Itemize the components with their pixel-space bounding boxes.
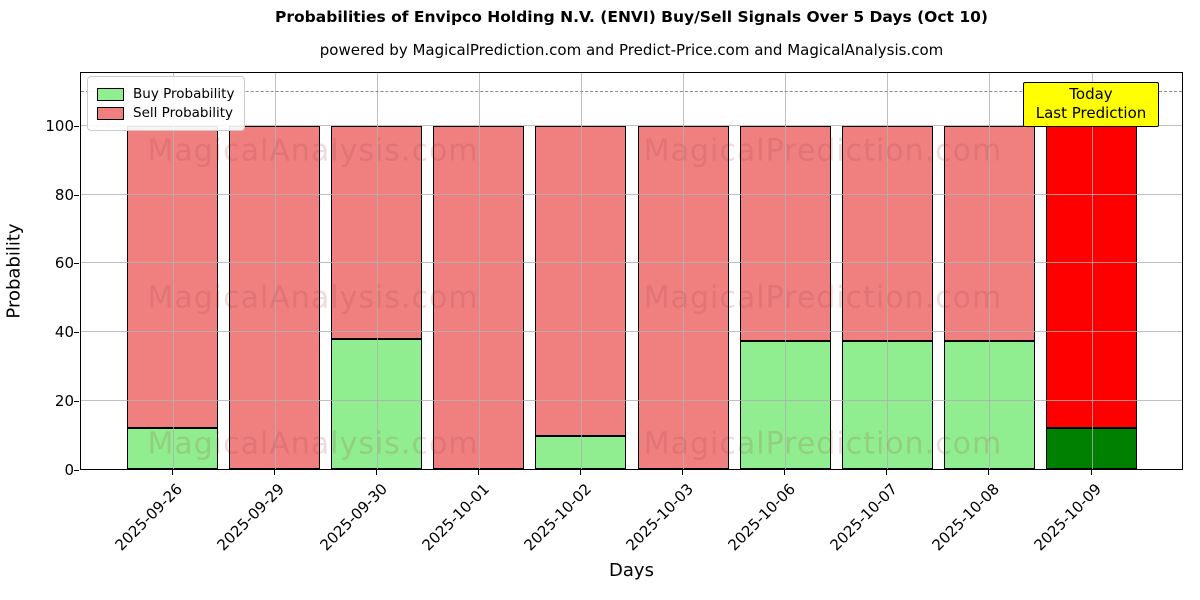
x-tick-label: 2025-10-01	[418, 480, 493, 555]
horizontal-gridline	[81, 330, 1182, 332]
x-tick-mark	[477, 470, 479, 475]
sell-swatch-icon	[97, 106, 124, 120]
legend-label-buy: Buy Probability	[133, 86, 235, 102]
x-tick-label: 2025-10-02	[520, 480, 595, 555]
x-tick-mark	[171, 470, 173, 475]
x-axis-label: Days	[609, 560, 654, 581]
legend-item-buy: Buy Probability	[97, 86, 234, 102]
vertical-gridline	[376, 73, 378, 469]
y-tick-mark	[74, 263, 79, 265]
watermark-magicalprediction: MagicalPrediction.com	[643, 133, 1003, 169]
horizontal-gridline	[81, 193, 1182, 195]
x-tick-mark	[1090, 470, 1092, 475]
x-tick-label: 2025-09-30	[316, 480, 391, 555]
y-tick-label: 0	[64, 461, 74, 479]
x-tick-label: 2025-10-03	[622, 480, 697, 555]
horizontal-gridline	[81, 262, 1182, 264]
legend: Buy Probability Sell Probability	[87, 76, 246, 131]
vertical-gridline	[683, 73, 685, 469]
watermark-magicalprediction: MagicalPrediction.com	[643, 426, 1003, 462]
horizontal-gridline	[81, 399, 1182, 401]
x-tick-label: 2025-09-29	[213, 480, 289, 555]
vertical-gridline	[274, 73, 276, 469]
annotation-line-1: Today	[1069, 85, 1113, 103]
horizontal-gridline	[81, 125, 1182, 127]
legend-label-sell: Sell Probability	[133, 105, 234, 121]
y-axis-label: Probability	[3, 223, 25, 319]
today-annotation: Today Last Prediction	[1023, 82, 1159, 127]
x-tick-mark	[273, 470, 275, 475]
vertical-gridline	[785, 73, 787, 469]
legend-item-sell: Sell Probability	[97, 105, 234, 121]
y-tick-mark	[74, 194, 79, 196]
y-tick-label: 80	[54, 185, 74, 204]
vertical-gridline	[989, 73, 991, 469]
y-tick-label: 40	[54, 323, 74, 342]
y-tick-mark	[74, 401, 79, 403]
watermark-magicalanalysis: MagicalAnalysis.com	[147, 133, 479, 169]
vertical-gridline	[1091, 73, 1093, 469]
chart-subtitle: powered by MagicalPrediction.com and Pre…	[319, 41, 944, 59]
buy-swatch-icon	[97, 87, 124, 101]
x-tick-label: 2025-10-07	[826, 480, 902, 555]
vertical-gridline	[172, 73, 174, 469]
x-tick-mark	[375, 470, 377, 475]
y-tick-mark	[74, 125, 79, 127]
x-tick-mark	[682, 470, 684, 475]
y-tick-label: 60	[54, 254, 74, 273]
annotation-line-2: Last Prediction	[1035, 104, 1147, 122]
watermark-magicalanalysis: MagicalAnalysis.com	[147, 280, 479, 316]
y-tick-label: 100	[45, 116, 74, 135]
watermark-magicalanalysis: MagicalAnalysis.com	[147, 426, 479, 462]
x-tick-mark	[886, 470, 888, 475]
y-tick-mark	[74, 470, 79, 471]
threshold-dashed-line	[81, 91, 1182, 93]
x-tick-label: 2025-10-09	[1030, 480, 1106, 555]
watermark-magicalprediction: MagicalPrediction.com	[643, 280, 1003, 316]
y-tick-label: 20	[54, 392, 74, 411]
x-tick-label: 2025-09-26	[111, 480, 187, 555]
plot-area: MagicalAnalysis.com MagicalPrediction.com…	[80, 72, 1183, 470]
x-tick-label: 2025-10-08	[928, 480, 1004, 555]
x-tick-mark	[988, 470, 990, 475]
chart-title: Probabilities of Envipco Holding N.V. (E…	[275, 8, 988, 26]
x-tick-mark	[784, 470, 786, 475]
vertical-gridline	[580, 73, 582, 469]
vertical-gridline	[478, 73, 480, 469]
x-tick-label: 2025-10-06	[724, 480, 799, 555]
y-tick-mark	[74, 332, 79, 334]
vertical-gridline	[887, 73, 889, 469]
x-tick-mark	[579, 470, 581, 475]
